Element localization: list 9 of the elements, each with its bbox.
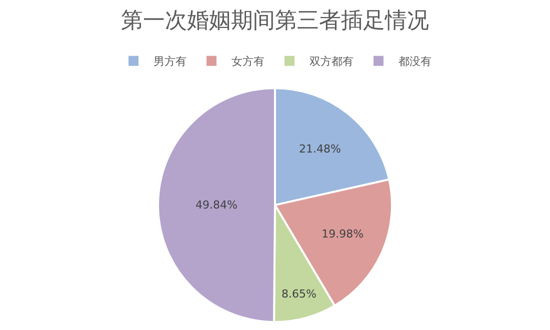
data-label: 19.98% — [322, 228, 364, 241]
data-label: 8.65% — [282, 288, 316, 301]
legend-label: 女方有 — [232, 55, 264, 68]
legend-label: 都没有 — [398, 55, 432, 68]
legend-label: 男方有 — [154, 55, 186, 68]
data-label: 21.48% — [299, 142, 341, 156]
legend-label: 双方都有 — [310, 55, 354, 68]
chart-title: 第一次婚姻期间第三者插足情况 — [121, 8, 429, 34]
data-label: 49.84% — [196, 198, 238, 212]
